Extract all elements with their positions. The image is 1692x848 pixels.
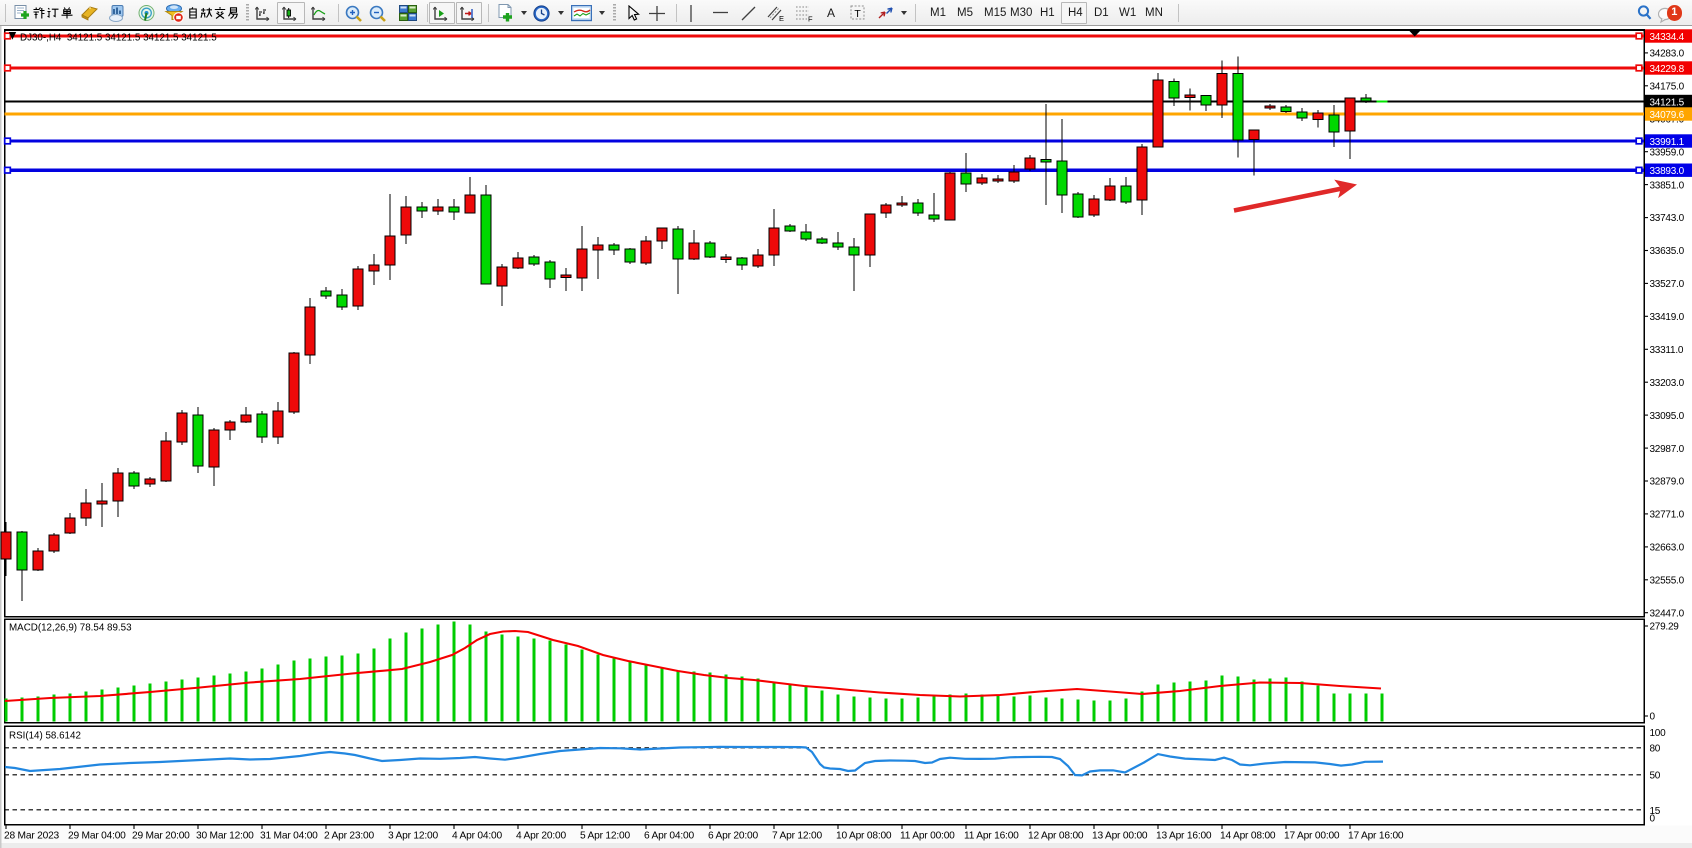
- svg-text:4 Apr 20:00: 4 Apr 20:00: [516, 831, 566, 842]
- svg-text:13 Apr 00:00: 13 Apr 00:00: [1092, 831, 1148, 842]
- svg-text:33419.0: 33419.0: [1650, 312, 1685, 323]
- svg-text:12 Apr 08:00: 12 Apr 08:00: [1028, 831, 1084, 842]
- svg-text:32771.0: 32771.0: [1650, 510, 1685, 521]
- svg-text:RSI(14) 58.6142: RSI(14) 58.6142: [9, 731, 81, 742]
- svg-text:34175.0: 34175.0: [1650, 82, 1685, 93]
- svg-text:30 Mar 12:00: 30 Mar 12:00: [196, 831, 254, 842]
- svg-text:E: E: [779, 14, 784, 22]
- svg-text:33851.0: 33851.0: [1650, 180, 1685, 191]
- svg-text:33311.0: 33311.0: [1650, 345, 1684, 356]
- svg-text:F: F: [808, 15, 813, 23]
- svg-text:33095.0: 33095.0: [1650, 411, 1685, 422]
- svg-text:3 Apr 12:00: 3 Apr 12:00: [388, 831, 438, 842]
- svg-text:279.29: 279.29: [1650, 622, 1680, 633]
- svg-text:5 Apr 12:00: 5 Apr 12:00: [580, 831, 630, 842]
- svg-text:31 Mar 04:00: 31 Mar 04:00: [260, 831, 318, 842]
- svg-text:14 Apr 08:00: 14 Apr 08:00: [1220, 831, 1276, 842]
- svg-text:DJ30-,H4 34121.5 34121.5 3412: DJ30-,H4 34121.5 34121.5 34121.5 34121.5: [20, 33, 217, 44]
- svg-text:17 Apr 16:00: 17 Apr 16:00: [1348, 831, 1404, 842]
- svg-text:33959.0: 33959.0: [1650, 147, 1685, 158]
- svg-text:33203.0: 33203.0: [1650, 378, 1685, 389]
- svg-text:0: 0: [1650, 712, 1656, 723]
- svg-text:34334.4: 34334.4: [1650, 32, 1685, 43]
- svg-text:0: 0: [1650, 814, 1656, 825]
- svg-text:80: 80: [1650, 744, 1661, 755]
- svg-text:15: 15: [1650, 806, 1661, 817]
- svg-text:T: T: [854, 8, 861, 20]
- svg-text:32987.0: 32987.0: [1650, 444, 1685, 455]
- svg-text:32879.0: 32879.0: [1650, 477, 1685, 488]
- svg-text:29 Mar 20:00: 29 Mar 20:00: [132, 831, 190, 842]
- svg-text:11 Apr 00:00: 11 Apr 00:00: [900, 831, 955, 842]
- svg-text:50: 50: [1650, 771, 1661, 782]
- svg-text:34283.0: 34283.0: [1650, 49, 1685, 60]
- svg-text:7 Apr 12:00: 7 Apr 12:00: [772, 831, 822, 842]
- svg-text:10 Apr 08:00: 10 Apr 08:00: [836, 831, 892, 842]
- svg-text:11 Apr 16:00: 11 Apr 16:00: [964, 831, 1019, 842]
- svg-text:33743.0: 33743.0: [1650, 213, 1685, 224]
- svg-text:34079.6: 34079.6: [1650, 110, 1685, 121]
- svg-text:33991.1: 33991.1: [1650, 137, 1685, 148]
- svg-text:33635.0: 33635.0: [1650, 246, 1685, 257]
- svg-text:28 Mar 2023: 28 Mar 2023: [4, 831, 60, 842]
- svg-text:13 Apr 16:00: 13 Apr 16:00: [1156, 831, 1212, 842]
- svg-text:6 Apr 04:00: 6 Apr 04:00: [644, 831, 694, 842]
- svg-text:100: 100: [1650, 728, 1667, 739]
- svg-text:34121.5: 34121.5: [1650, 97, 1685, 108]
- svg-text:4 Apr 04:00: 4 Apr 04:00: [452, 831, 502, 842]
- svg-text:17 Apr 00:00: 17 Apr 00:00: [1284, 831, 1340, 842]
- svg-text:32555.0: 32555.0: [1650, 576, 1685, 587]
- svg-text:29 Mar 04:00: 29 Mar 04:00: [68, 831, 126, 842]
- svg-text:2 Apr 23:00: 2 Apr 23:00: [324, 831, 374, 842]
- svg-text:32447.0: 32447.0: [1650, 608, 1685, 619]
- svg-text:33893.0: 33893.0: [1650, 166, 1685, 177]
- svg-text:MACD(12,26,9) 78.54 89.53: MACD(12,26,9) 78.54 89.53: [9, 623, 132, 634]
- svg-text:6 Apr 20:00: 6 Apr 20:00: [708, 831, 758, 842]
- svg-text:33527.0: 33527.0: [1650, 279, 1685, 290]
- svg-text:34229.8: 34229.8: [1650, 64, 1685, 75]
- svg-text:32663.0: 32663.0: [1650, 543, 1685, 554]
